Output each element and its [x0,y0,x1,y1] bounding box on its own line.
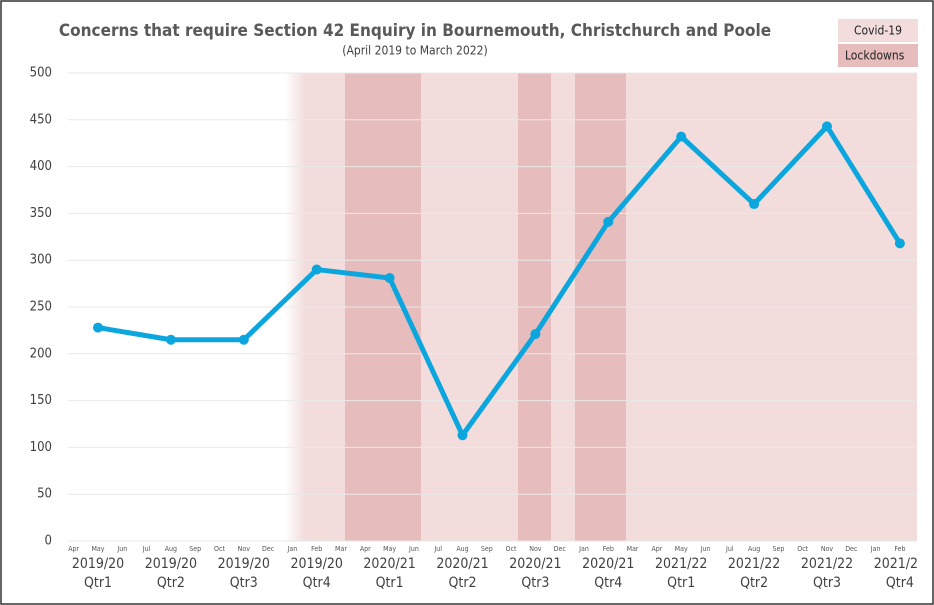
month-label: Nov [821,545,834,553]
data-line [97,123,903,438]
month-label: Nov [238,545,251,553]
month-label: Oct [797,545,808,553]
month-label: Oct [506,545,517,553]
x-tick-label: 2020/21 [582,556,634,572]
month-label: Jul [725,545,734,553]
x-tick-label: 2021/22 [874,556,926,572]
month-label: Dec [262,545,275,553]
month-label: Dec [845,545,858,553]
x-tick-label: Qtr2 [157,575,185,591]
legend-swatch [838,44,918,67]
axis-labels: Apr May Jun Jul Aug Sep Oct Nov Dec Jan Feb Mar Apr M… [68,545,926,591]
month-label: Apr [68,545,79,553]
month-label: May [675,545,688,553]
y-tick-label: 450 [30,112,52,127]
y-tick-label: 0 [45,534,52,549]
chart-title: Concerns that require Section 42 Enquiry… [59,21,771,41]
month-label: Jan [578,545,589,553]
month-label: Sep [772,545,784,553]
month-label: Oct [214,545,225,553]
month-label: Feb [311,545,322,553]
x-tick-label: 2019/20 [218,556,270,572]
legend-swatch [838,19,918,42]
x-tick-label: Qtr1 [667,575,695,591]
month-label: Aug [456,545,468,553]
month-label: Jun [408,545,419,553]
x-tick-label: Qtr4 [886,575,914,591]
x-tick-label: Qtr4 [303,575,331,591]
x-tick-label: Qtr3 [813,575,841,591]
month-label: Mar [627,545,639,553]
legend: Covid-19 Lockdowns [838,19,918,67]
data-point [457,430,468,441]
x-tick-label: Qtr3 [521,575,549,591]
data-point [530,329,541,340]
month-label: Feb [894,545,905,553]
month-label: Jan [287,545,298,553]
x-tick-label: 2020/21 [509,556,561,572]
x-tick-label: Qtr2 [740,575,768,591]
y-tick-label: 300 [30,253,52,268]
month-label: May [91,545,104,553]
x-tick-label: Qtr3 [230,575,258,591]
y-tick-label: 150 [30,393,52,408]
x-tick-label: 2019/20 [291,556,343,572]
y-tick-label: 400 [30,159,52,174]
data-point [311,264,322,275]
month-label: Aug [748,545,760,553]
data-point [384,272,395,283]
month-label: Jul [433,545,442,553]
x-tick-label: 2021/22 [801,556,853,572]
y-tick-label: 100 [30,440,52,455]
month-label: Jun [116,545,127,553]
data-point [676,131,687,142]
data-point [603,216,614,227]
month-label: Dec [554,545,567,553]
month-label: May [383,545,396,553]
month-label: Sep [189,545,201,553]
month-label: Apr [651,545,662,553]
y-tick-label: 200 [30,346,52,361]
y-tick-label: 250 [30,300,52,315]
month-label: Apr [360,545,371,553]
month-label: Aug [165,545,177,553]
x-tick-label: Qtr4 [594,575,622,591]
y-tick-label: 500 [30,66,52,81]
x-tick-label: Qtr2 [448,575,476,591]
x-tick-label: 2019/20 [145,556,197,572]
data-point [165,334,176,345]
month-label: Jun [700,545,711,553]
month-label: Sep [481,545,493,553]
month-label: Jul [142,545,151,553]
plot-area [68,72,917,542]
x-tick-label: 2021/22 [655,556,707,572]
y-tick-label: 50 [37,487,52,502]
x-tick-label: 2020/21 [363,556,415,572]
month-label: Mar [335,545,347,553]
y-tick-label: 350 [30,206,52,221]
month-label: Jan [870,545,881,553]
legend-label: Lockdowns [845,49,905,63]
month-label: Nov [529,545,542,553]
data-point [749,199,760,210]
data-point [93,322,103,333]
legend-label: Covid-19 [854,24,902,38]
data-point [894,238,905,249]
x-tick-label: 2020/21 [436,556,488,572]
x-tick-label: Qtr1 [376,575,404,591]
x-tick-label: Qtr1 [84,575,112,591]
x-tick-label: 2019/20 [72,556,124,572]
data-point [238,334,249,345]
data-point [822,121,832,132]
x-tick-label: 2021/22 [728,556,780,572]
chart-subtitle: (April 2019 to March 2022) [342,44,487,58]
month-label: Feb [603,545,614,553]
